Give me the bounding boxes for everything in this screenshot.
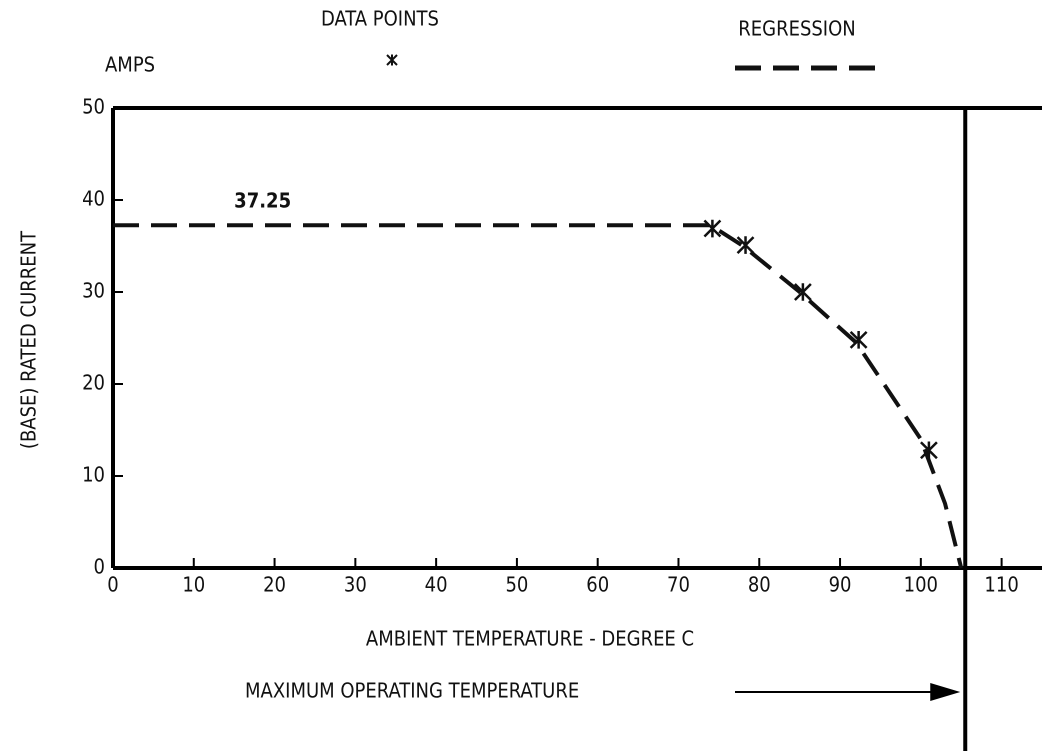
data-point [703, 219, 722, 238]
y-unit: AMPS [105, 53, 155, 77]
data-point [793, 283, 812, 301]
x-tick-label: 0 [107, 573, 118, 597]
y-axis-label: (BASE) RATED CURRENT [17, 230, 41, 449]
y-tick-label: 50 [82, 95, 105, 119]
x-tick-label: 90 [829, 573, 852, 597]
y-tick-label: 10 [82, 463, 105, 487]
x-tick-label: 110 [984, 573, 1018, 597]
y-tick-label: 40 [82, 187, 105, 211]
x-tick-label: 40 [425, 573, 448, 597]
x-tick-label: 20 [263, 573, 286, 597]
x-axis-label: AMBIENT TEMPERATURE - DEGREE C [366, 627, 694, 651]
y-tick-label: 30 [82, 279, 105, 303]
x-tick-label: 50 [505, 573, 528, 597]
x-tick-label: 30 [344, 573, 367, 597]
x-tick-label: 80 [748, 573, 771, 597]
x-tick-label: 100 [904, 573, 938, 597]
x-tick-label: 10 [182, 573, 205, 597]
x-tick-label: 60 [586, 573, 609, 597]
data-point [736, 236, 755, 254]
arrow-head [930, 683, 961, 701]
annotation: 37.25 [234, 188, 291, 212]
legend-label: REGRESSION [738, 17, 855, 41]
x-tick-label: 70 [667, 573, 690, 597]
legend-marker [386, 54, 398, 66]
y-tick-label: 20 [82, 371, 105, 395]
data-point [849, 330, 868, 349]
max-temp-label: MAXIMUM OPERATING TEMPERATURE [245, 679, 579, 703]
legend-label: DATA POINTS [321, 7, 439, 31]
y-tick-label: 0 [94, 555, 105, 579]
regression-line [113, 223, 964, 569]
